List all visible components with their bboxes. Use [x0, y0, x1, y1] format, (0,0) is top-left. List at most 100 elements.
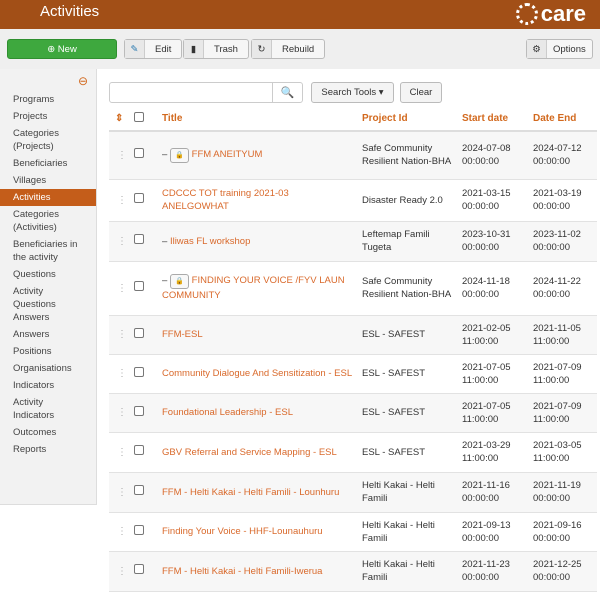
new-button[interactable]: ⊕ New — [7, 39, 117, 59]
row-checkbox[interactable] — [134, 315, 162, 355]
project-id: Helti Kakai - Helti Famili — [362, 551, 462, 592]
table-row[interactable]: ⋮ Finding Your Voice - HHF-Lounauhuru He… — [109, 512, 597, 552]
row-checkbox[interactable] — [134, 179, 162, 222]
collapse-sidebar-icon[interactable]: ⊖ — [77, 74, 88, 88]
search-tools-button[interactable]: Search Tools ▾ — [311, 82, 394, 103]
drag-handle-icon[interactable]: ⋮ — [109, 551, 134, 592]
drag-handle-icon[interactable]: ⋮ — [109, 472, 134, 513]
activity-title-link[interactable]: Iliwas FL workshop — [169, 235, 251, 247]
activity-title-link[interactable]: FFM - Helti Kakai - Helti Famili-Iwerua — [162, 565, 323, 577]
project-id: ESL - SAFEST — [362, 393, 462, 433]
col-end[interactable]: Date End — [533, 106, 597, 132]
sidebar-item[interactable]: Indicators — [13, 380, 55, 391]
drag-handle-icon[interactable]: ⋮ — [109, 179, 134, 222]
activity-title-link[interactable]: FFM - Helti Kakai - Helti Famili - Lounh… — [162, 486, 340, 498]
activity-title-link[interactable]: Finding Your Voice - HHF-Lounauhuru — [162, 526, 323, 537]
end-date: 2024-11-22 00:00:00 — [533, 261, 597, 316]
table-row[interactable]: ⋮ FFM-ESL ESL - SAFEST 2021-02-05 11:00:… — [109, 315, 597, 355]
project-id: Helti Kakai - Helti Famili — [362, 512, 462, 552]
sidebar-item[interactable]: Activity Questions Answers — [13, 286, 56, 323]
row-checkbox[interactable] — [134, 354, 162, 394]
sidebar-item[interactable]: Categories (Activities) — [13, 209, 59, 233]
sidebar-item[interactable]: Activities — [0, 189, 96, 206]
edit-icon: ✎ — [125, 40, 145, 58]
sort-icon[interactable]: ⇕ — [109, 106, 134, 132]
row-checkbox[interactable] — [134, 393, 162, 433]
trash-icon: ▮ — [184, 40, 204, 58]
sidebar-item[interactable]: Outcomes — [13, 427, 57, 438]
sidebar-item[interactable]: Programs — [13, 94, 55, 105]
drag-handle-icon[interactable]: ⋮ — [109, 432, 134, 473]
edit-button[interactable]: ✎ Edit — [124, 39, 183, 59]
project-id: Disaster Ready 2.0 — [362, 179, 462, 222]
activity-title-link[interactable]: CDCCC TOT training 2021-03 ANELGOWHAT — [162, 188, 289, 212]
clear-button[interactable]: Clear — [400, 82, 442, 103]
table-row[interactable]: ⋮ – 🔒 FINDING YOUR VOICE /FYV LAUN COMMUN… — [109, 261, 597, 316]
sidebar-item[interactable]: Reports — [13, 444, 47, 455]
start-date: 2021-11-23 00:00:00 — [462, 551, 533, 592]
start-date: 2021-03-15 00:00:00 — [462, 179, 533, 222]
sidebar-item[interactable]: Projects — [13, 111, 48, 122]
drag-handle-icon[interactable]: ⋮ — [109, 512, 134, 552]
row-checkbox[interactable] — [134, 131, 162, 180]
options-button[interactable]: ⚙ Options — [526, 39, 593, 59]
activity-title-link[interactable]: Community Dialogue And Sensitization - E… — [162, 368, 353, 379]
table-row[interactable]: ⋮ CDCCC TOT training 2021-03 ANELGOWHAT … — [109, 179, 597, 222]
row-checkbox[interactable] — [134, 432, 162, 473]
trash-button[interactable]: ▮ Trash — [183, 39, 249, 59]
table-row[interactable]: ⋮ Foundational Leadership - ESL ESL - SA… — [109, 393, 597, 433]
end-date: 2021-11-19 00:00:00 — [533, 472, 597, 513]
table-row[interactable]: ⋮ FFM - Helti Kakai - Helti Famili-Iweru… — [109, 551, 597, 592]
row-checkbox[interactable] — [134, 261, 162, 316]
activity-title-link[interactable]: Foundational Leadership - ESL — [162, 407, 293, 418]
plus-circle-icon: ⊕ — [47, 43, 58, 55]
sidebar-item[interactable]: Categories (Projects) — [13, 128, 59, 152]
drag-handle-icon[interactable]: ⋮ — [109, 354, 134, 394]
activity-title-link[interactable]: FINDING YOUR VOICE /FYV LAUN COMMUNITY — [162, 275, 345, 301]
activity-title-link[interactable]: GBV Referral and Service Mapping - ESL — [162, 446, 337, 458]
row-checkbox[interactable] — [134, 472, 162, 513]
sidebar-item[interactable]: Answers — [13, 329, 50, 340]
col-project[interactable]: Project Id — [362, 106, 462, 132]
project-id: ESL - SAFEST — [362, 354, 462, 394]
sidebar-item[interactable]: Organisations — [13, 363, 72, 374]
end-date: 2021-11-05 11:00:00 — [533, 315, 597, 355]
table-row[interactable]: ⋮ Community Dialogue And Sensitization -… — [109, 354, 597, 394]
sidebar-item[interactable]: Beneficiaries in the activity — [13, 239, 78, 263]
project-id: Safe Community Resilient Nation-BHA — [362, 261, 462, 316]
lock-icon[interactable]: 🔒 — [169, 274, 189, 289]
drag-handle-icon[interactable]: ⋮ — [109, 131, 134, 180]
table-row[interactable]: ⋮ GBV Referral and Service Mapping - ESL… — [109, 432, 597, 473]
refresh-icon: ↻ — [252, 40, 272, 58]
row-checkbox[interactable] — [134, 512, 162, 552]
col-start[interactable]: Start date — [462, 106, 533, 132]
select-all-checkbox[interactable] — [134, 106, 162, 132]
sidebar: ⊖ Programs Projects Categories (Projects) B… — [0, 69, 97, 505]
search-icon[interactable]: 🔍 — [272, 83, 302, 102]
end-date: 2024-07-12 00:00:00 — [533, 131, 597, 180]
row-checkbox[interactable] — [134, 551, 162, 592]
row-checkbox[interactable] — [134, 221, 162, 262]
sidebar-item[interactable]: Villages — [13, 175, 47, 186]
sidebar-item[interactable]: Positions — [13, 346, 52, 357]
sidebar-item[interactable]: Beneficiaries — [13, 158, 68, 169]
table-row[interactable]: ⋮ – Iliwas FL workshop Leftemap Famili T… — [109, 221, 597, 262]
col-title[interactable]: Title — [162, 106, 362, 132]
search-input[interactable]: 🔍 — [109, 82, 303, 103]
end-date: 2023-11-02 00:00:00 — [533, 221, 597, 262]
activity-title-link[interactable]: FFM ANEITYUM — [191, 148, 263, 160]
sidebar-item[interactable]: Questions — [13, 269, 56, 280]
lock-icon[interactable]: 🔒 — [169, 147, 189, 163]
level-dash: – — [162, 148, 168, 160]
activity-title-link[interactable]: FFM-ESL — [162, 329, 203, 340]
drag-handle-icon[interactable]: ⋮ — [109, 221, 134, 262]
drag-handle-icon[interactable]: ⋮ — [109, 393, 134, 433]
drag-handle-icon[interactable]: ⋮ — [109, 315, 134, 355]
start-date: 2021-03-29 11:00:00 — [462, 432, 533, 473]
rebuild-button[interactable]: ↻ Rebuild — [251, 39, 326, 59]
drag-handle-icon[interactable]: ⋮ — [109, 261, 134, 316]
table-row[interactable]: ⋮ – 🔒 FFM ANEITYUM Safe Community Resilie… — [109, 131, 597, 180]
start-date: 2021-07-05 11:00:00 — [462, 354, 533, 394]
table-row[interactable]: ⋮ FFM - Helti Kakai - Helti Famili - Lou… — [109, 472, 597, 513]
sidebar-item[interactable]: Activity Indicators — [13, 397, 55, 421]
